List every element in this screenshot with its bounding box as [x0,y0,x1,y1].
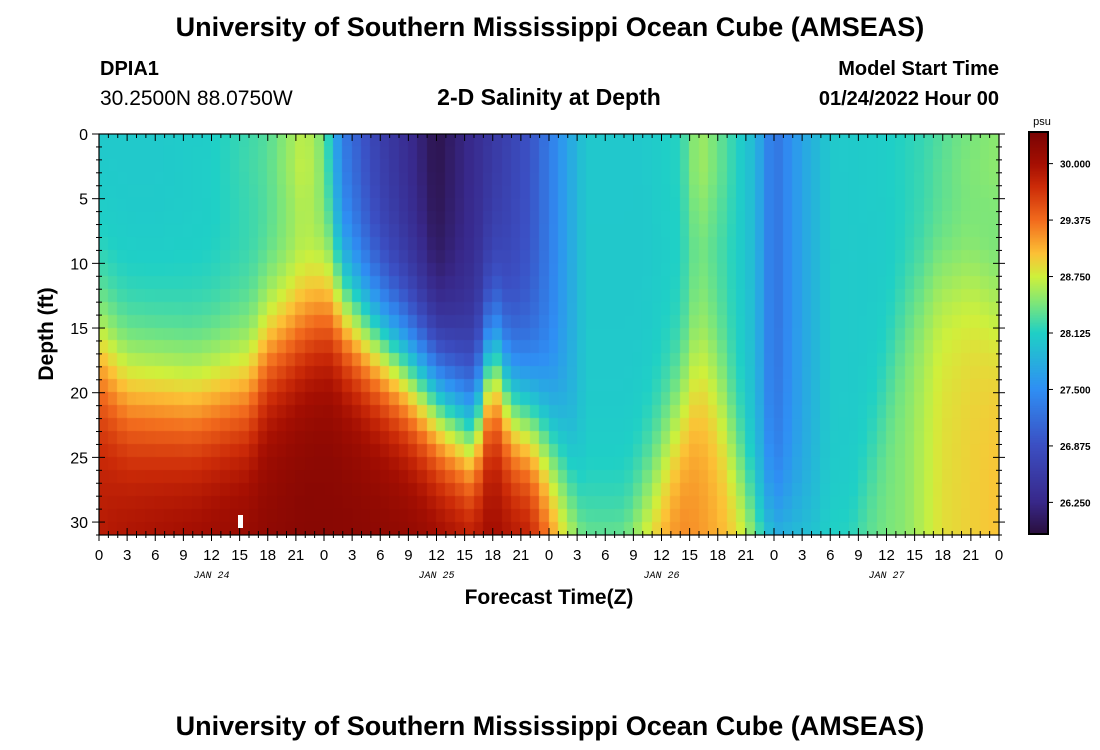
x-tick-label: 15 [906,547,923,564]
x-tick-label: 6 [151,547,159,564]
date-label: JAN 26 [643,571,679,582]
x-tick-label: 0 [995,547,1003,564]
colorbar-tick-label: 28.750 [1060,273,1091,284]
y-axis-title: Depth (ft) [35,287,58,380]
x-tick-label: 0 [320,547,328,564]
x-tick-label: 12 [653,547,670,564]
date-label: JAN 27 [868,571,904,582]
model-start-label: Model Start Time [838,58,999,80]
x-tick-label: 21 [738,547,755,564]
x-tick-label: 6 [376,547,384,564]
x-tick-label: 18 [484,547,501,564]
footer-title: University of Southern Mississippi Ocean… [176,711,925,741]
x-tick-label: 9 [404,547,412,564]
x-tick-label: 3 [798,547,806,564]
colorbar-tick-label: 30.000 [1060,160,1091,171]
x-tick-label: 0 [95,547,103,564]
colorbar-tick-label: 27.500 [1060,385,1091,396]
salinity-heatmap [99,134,999,535]
x-tick-label: 6 [826,547,834,564]
x-tick-label: 9 [854,547,862,564]
x-tick-label: 3 [123,547,131,564]
colorbar-frame [1028,131,1049,535]
model-start-value: 01/24/2022 Hour 00 [819,88,999,110]
date-labels: JAN 24 JAN 25 JAN 26 JAN 27 [193,571,904,582]
y-axis-labels: 0 5 10 15 20 25 30 [70,127,88,532]
station-id: DPIA1 [100,58,159,80]
chart-subtitle: 2-D Salinity at Depth [437,84,661,110]
x-tick-label: 12 [878,547,895,564]
x-tick-label: 21 [288,547,305,564]
x-tick-label: 6 [601,547,609,564]
y-tick-label: 30 [70,515,88,532]
y-axis-ticks [92,133,1005,536]
x-tick-label: 18 [934,547,951,564]
x-tick-label: 3 [573,547,581,564]
x-tick-label: 12 [428,547,445,564]
y-tick-label: 10 [70,256,88,273]
x-tick-label: 0 [545,547,553,564]
x-tick-label: 0 [770,547,778,564]
x-tick-label: 15 [681,547,698,564]
colorbar-tick-label: 28.125 [1060,329,1091,340]
date-label: JAN 25 [418,571,454,582]
x-tick-label: 3 [348,547,356,564]
date-label: JAN 24 [193,571,229,582]
x-tick-label: 18 [259,547,276,564]
y-tick-label: 5 [79,192,88,209]
y-tick-label: 0 [79,127,88,144]
x-tick-label: 21 [963,547,980,564]
colorbar-tick-label: 26.875 [1060,442,1091,453]
colorbar-tick-label: 26.250 [1060,498,1091,509]
data-marker [238,515,243,528]
main-title: University of Southern Mississippi Ocean… [176,12,925,42]
x-tick-label: 21 [513,547,530,564]
colorbar-tick-label: 29.375 [1060,216,1091,227]
colorbar-gradient [1029,132,1048,534]
x-tick-label: 15 [231,547,248,564]
x-axis-title: Forecast Time(Z) [465,586,634,609]
x-axis-labels: 0 3 6 9 12 15 18 21 0 3 6 9 12 15 18 21 0 3 6 9 12 15 18 21 0 3 6 9… [95,547,1003,564]
x-tick-label: 18 [709,547,726,564]
x-tick-label: 9 [629,547,637,564]
x-tick-label: 12 [203,547,220,564]
colorbar-unit: psu [1033,116,1051,128]
x-tick-label: 9 [179,547,187,564]
y-tick-label: 20 [70,386,88,403]
x-axis-ticks [98,134,1000,541]
y-tick-label: 25 [70,450,88,467]
station-location: 30.2500N 88.0750W [100,87,293,110]
plot-frame [98,133,1000,536]
colorbar-ticks: 30.000 29.375 28.750 28.125 27.500 26.875 26.2… [1048,160,1091,509]
x-tick-label: 15 [456,547,473,564]
y-tick-label: 15 [70,321,88,338]
